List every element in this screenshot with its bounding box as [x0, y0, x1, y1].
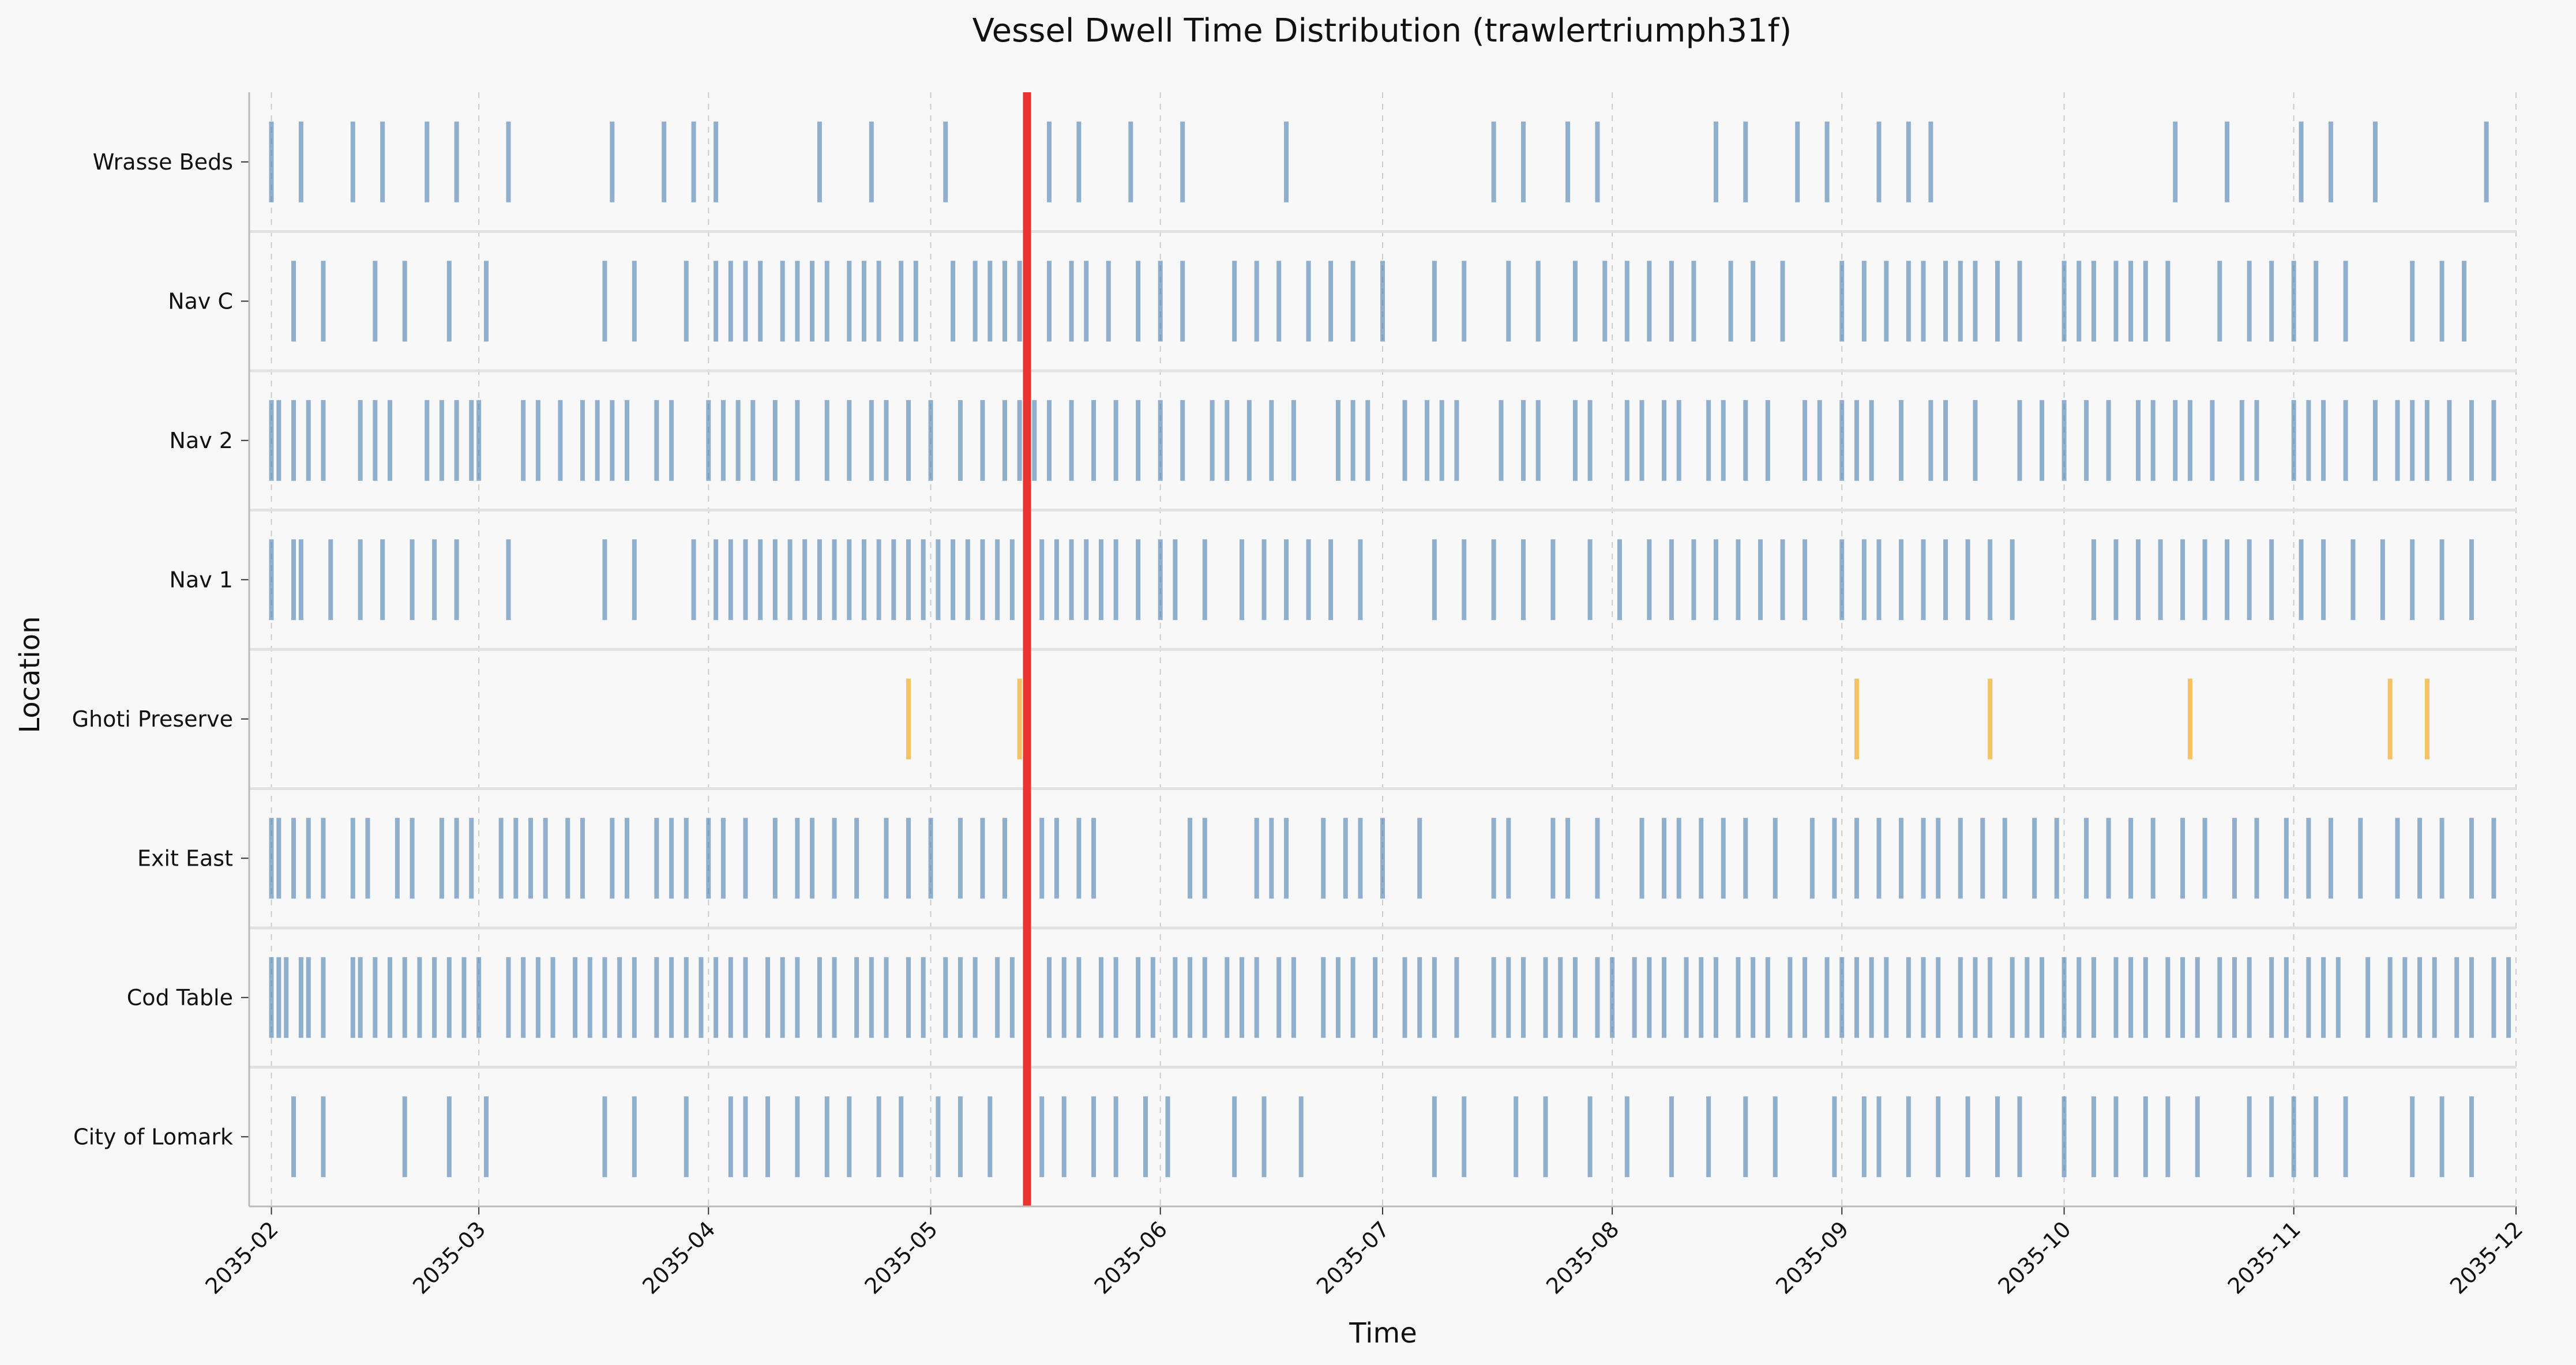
y-tick-label: Nav C: [168, 288, 233, 314]
y-tick-labels: Wrasse Beds Nav C Nav 2 Nav 1 Ghoti Preserve…: [72, 149, 233, 1150]
y-tick-label: Nav 2: [170, 428, 233, 453]
y-axis-label: Location: [14, 616, 46, 733]
y-tick-label: City of Lomark: [73, 1124, 233, 1149]
y-tick-label: Wrasse Beds: [93, 149, 233, 175]
row-separators: [249, 230, 2516, 1069]
chart-title: Vessel Dwell Time Distribution (trawlert…: [972, 12, 1792, 50]
x-axis-label: Time: [1349, 1317, 1417, 1349]
y-tick-label: Nav 1: [170, 567, 233, 592]
y-tick-label: Exit East: [137, 845, 233, 871]
axes: [241, 92, 2517, 1214]
event-marks: [269, 121, 2511, 1178]
y-tick-label: Cod Table: [127, 985, 233, 1010]
y-tick-label: Ghoti Preserve: [72, 706, 233, 732]
